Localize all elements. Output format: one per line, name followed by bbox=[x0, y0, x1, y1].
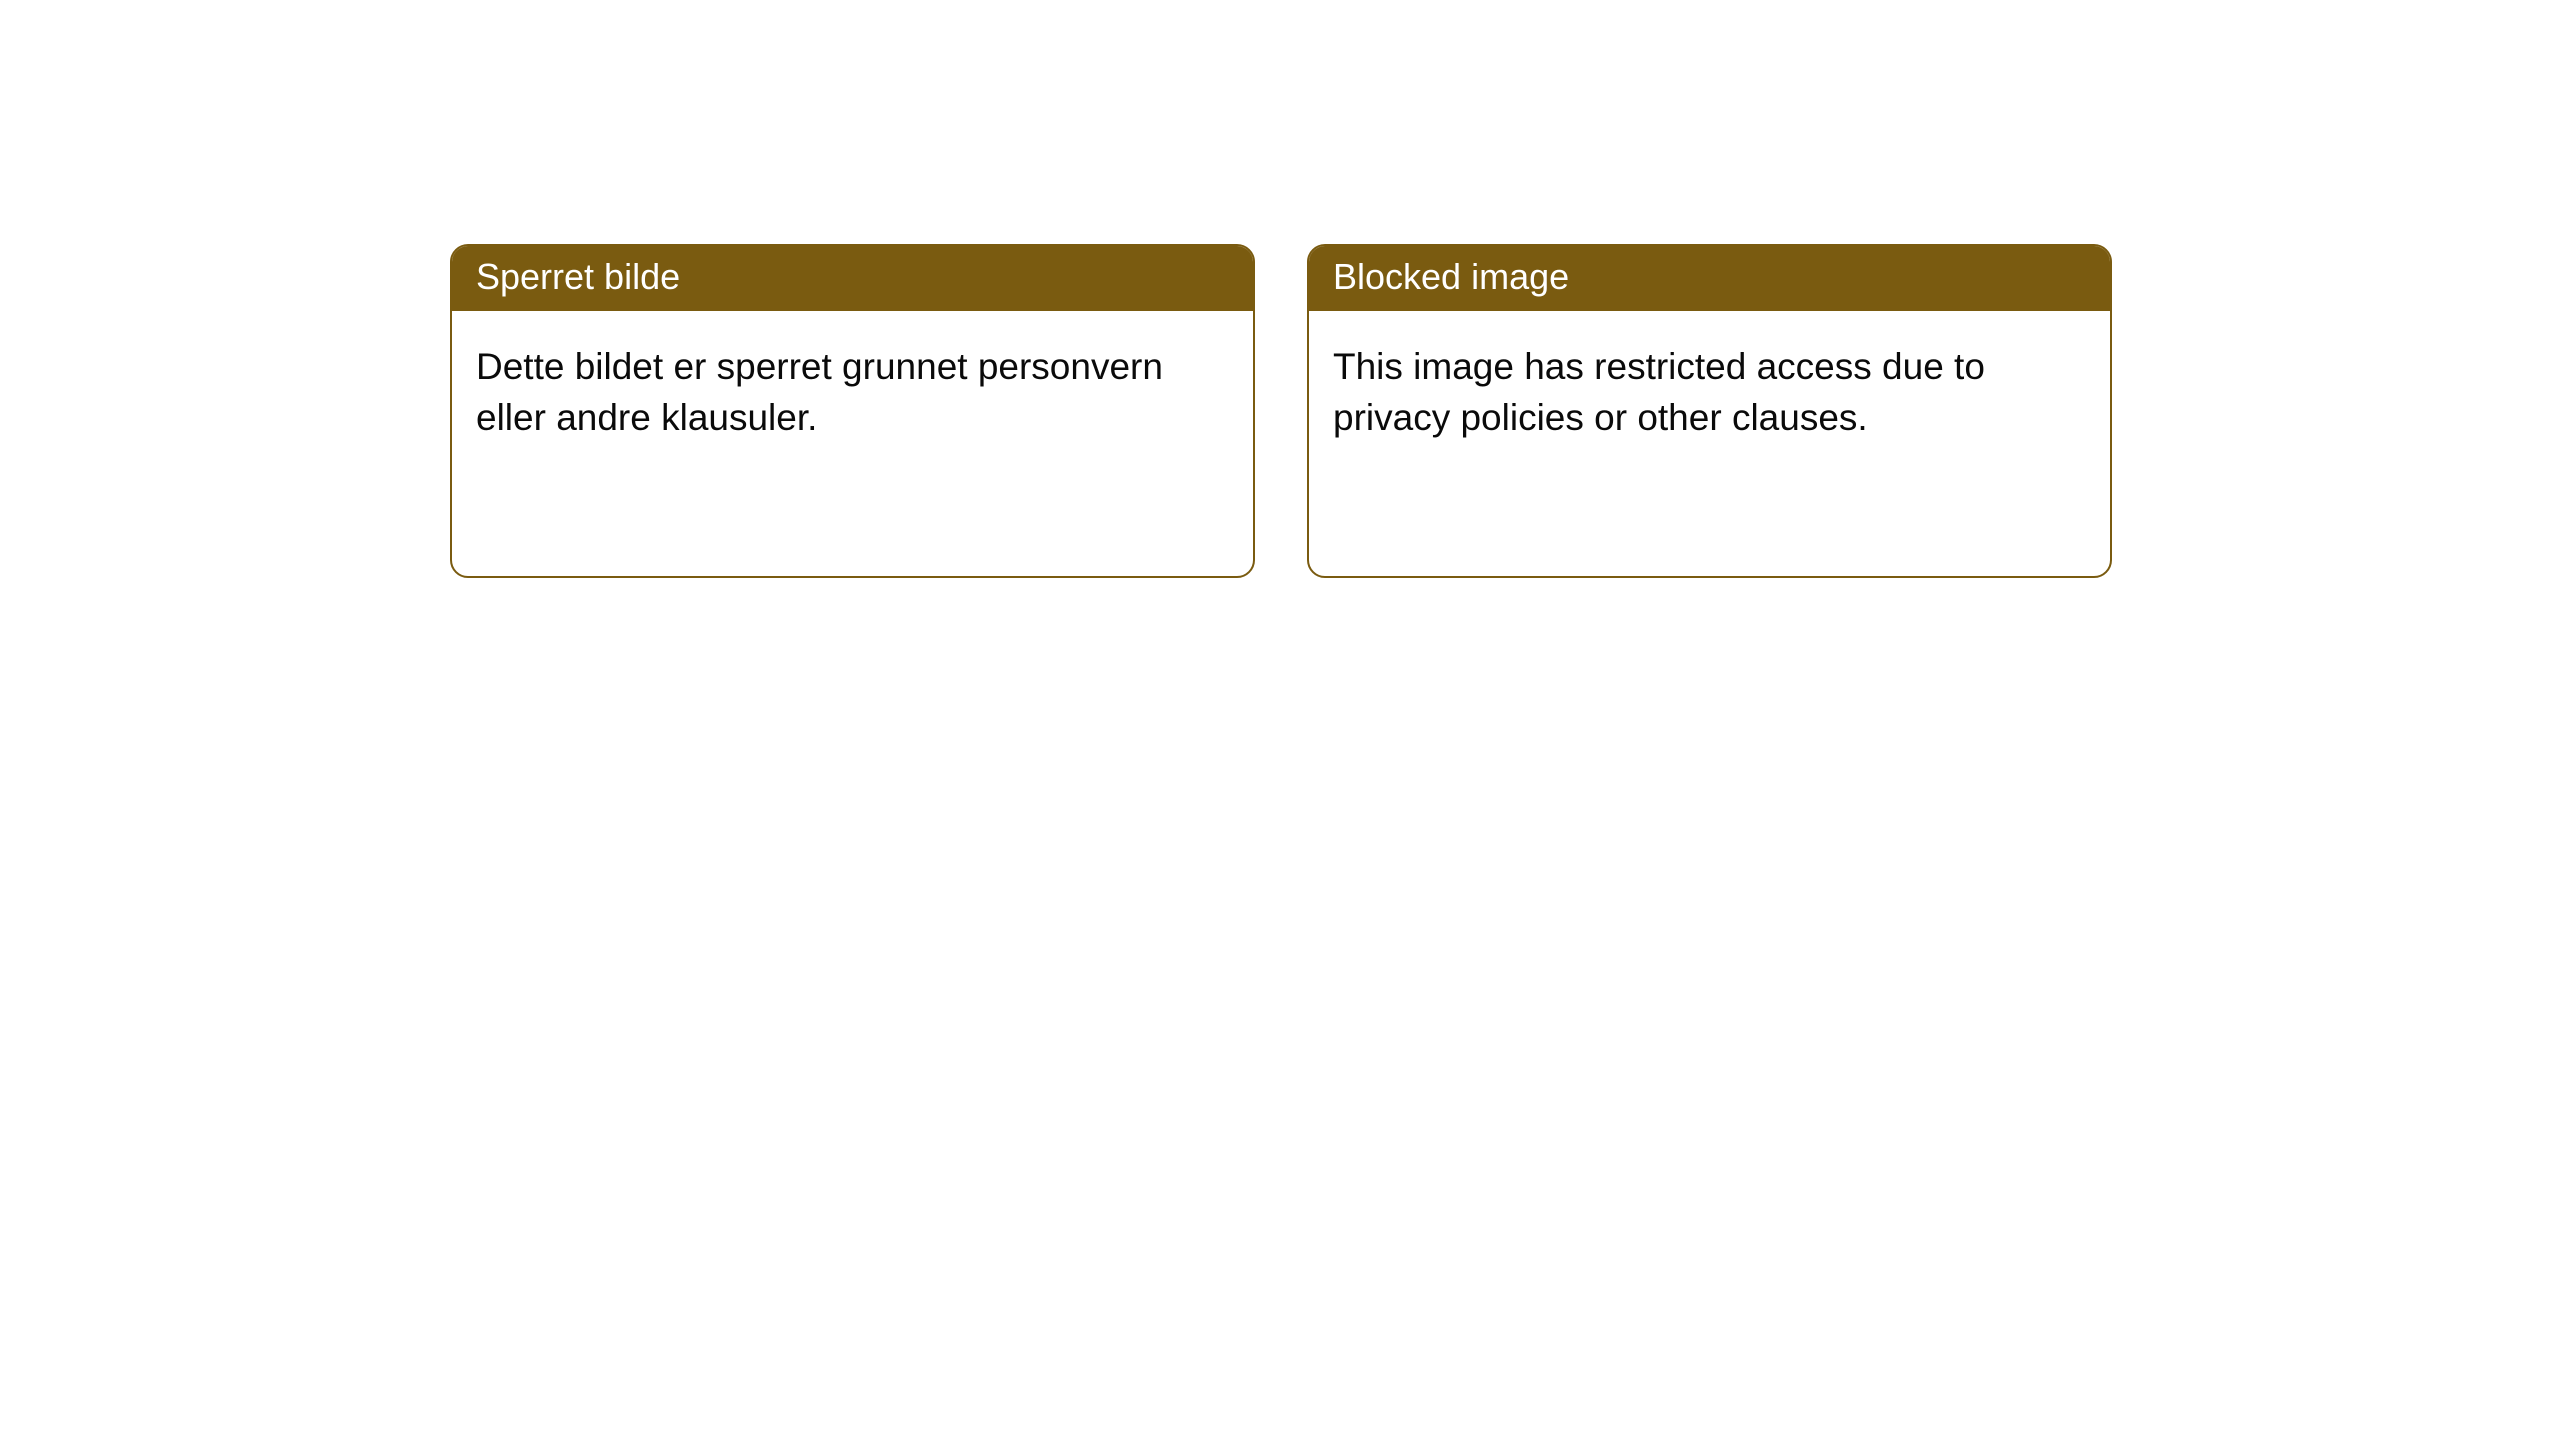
blocked-image-card-en: Blocked image This image has restricted … bbox=[1307, 244, 2112, 578]
card-body: This image has restricted access due to … bbox=[1309, 311, 2110, 467]
card-title: Sperret bilde bbox=[476, 256, 680, 297]
card-title: Blocked image bbox=[1333, 256, 1569, 297]
card-header: Sperret bilde bbox=[452, 246, 1253, 311]
card-header: Blocked image bbox=[1309, 246, 2110, 311]
blocked-image-card-no: Sperret bilde Dette bildet er sperret gr… bbox=[450, 244, 1255, 578]
card-body: Dette bildet er sperret grunnet personve… bbox=[452, 311, 1253, 467]
card-body-text: This image has restricted access due to … bbox=[1333, 346, 1985, 438]
card-body-text: Dette bildet er sperret grunnet personve… bbox=[476, 346, 1163, 438]
notice-container: Sperret bilde Dette bildet er sperret gr… bbox=[0, 0, 2560, 578]
